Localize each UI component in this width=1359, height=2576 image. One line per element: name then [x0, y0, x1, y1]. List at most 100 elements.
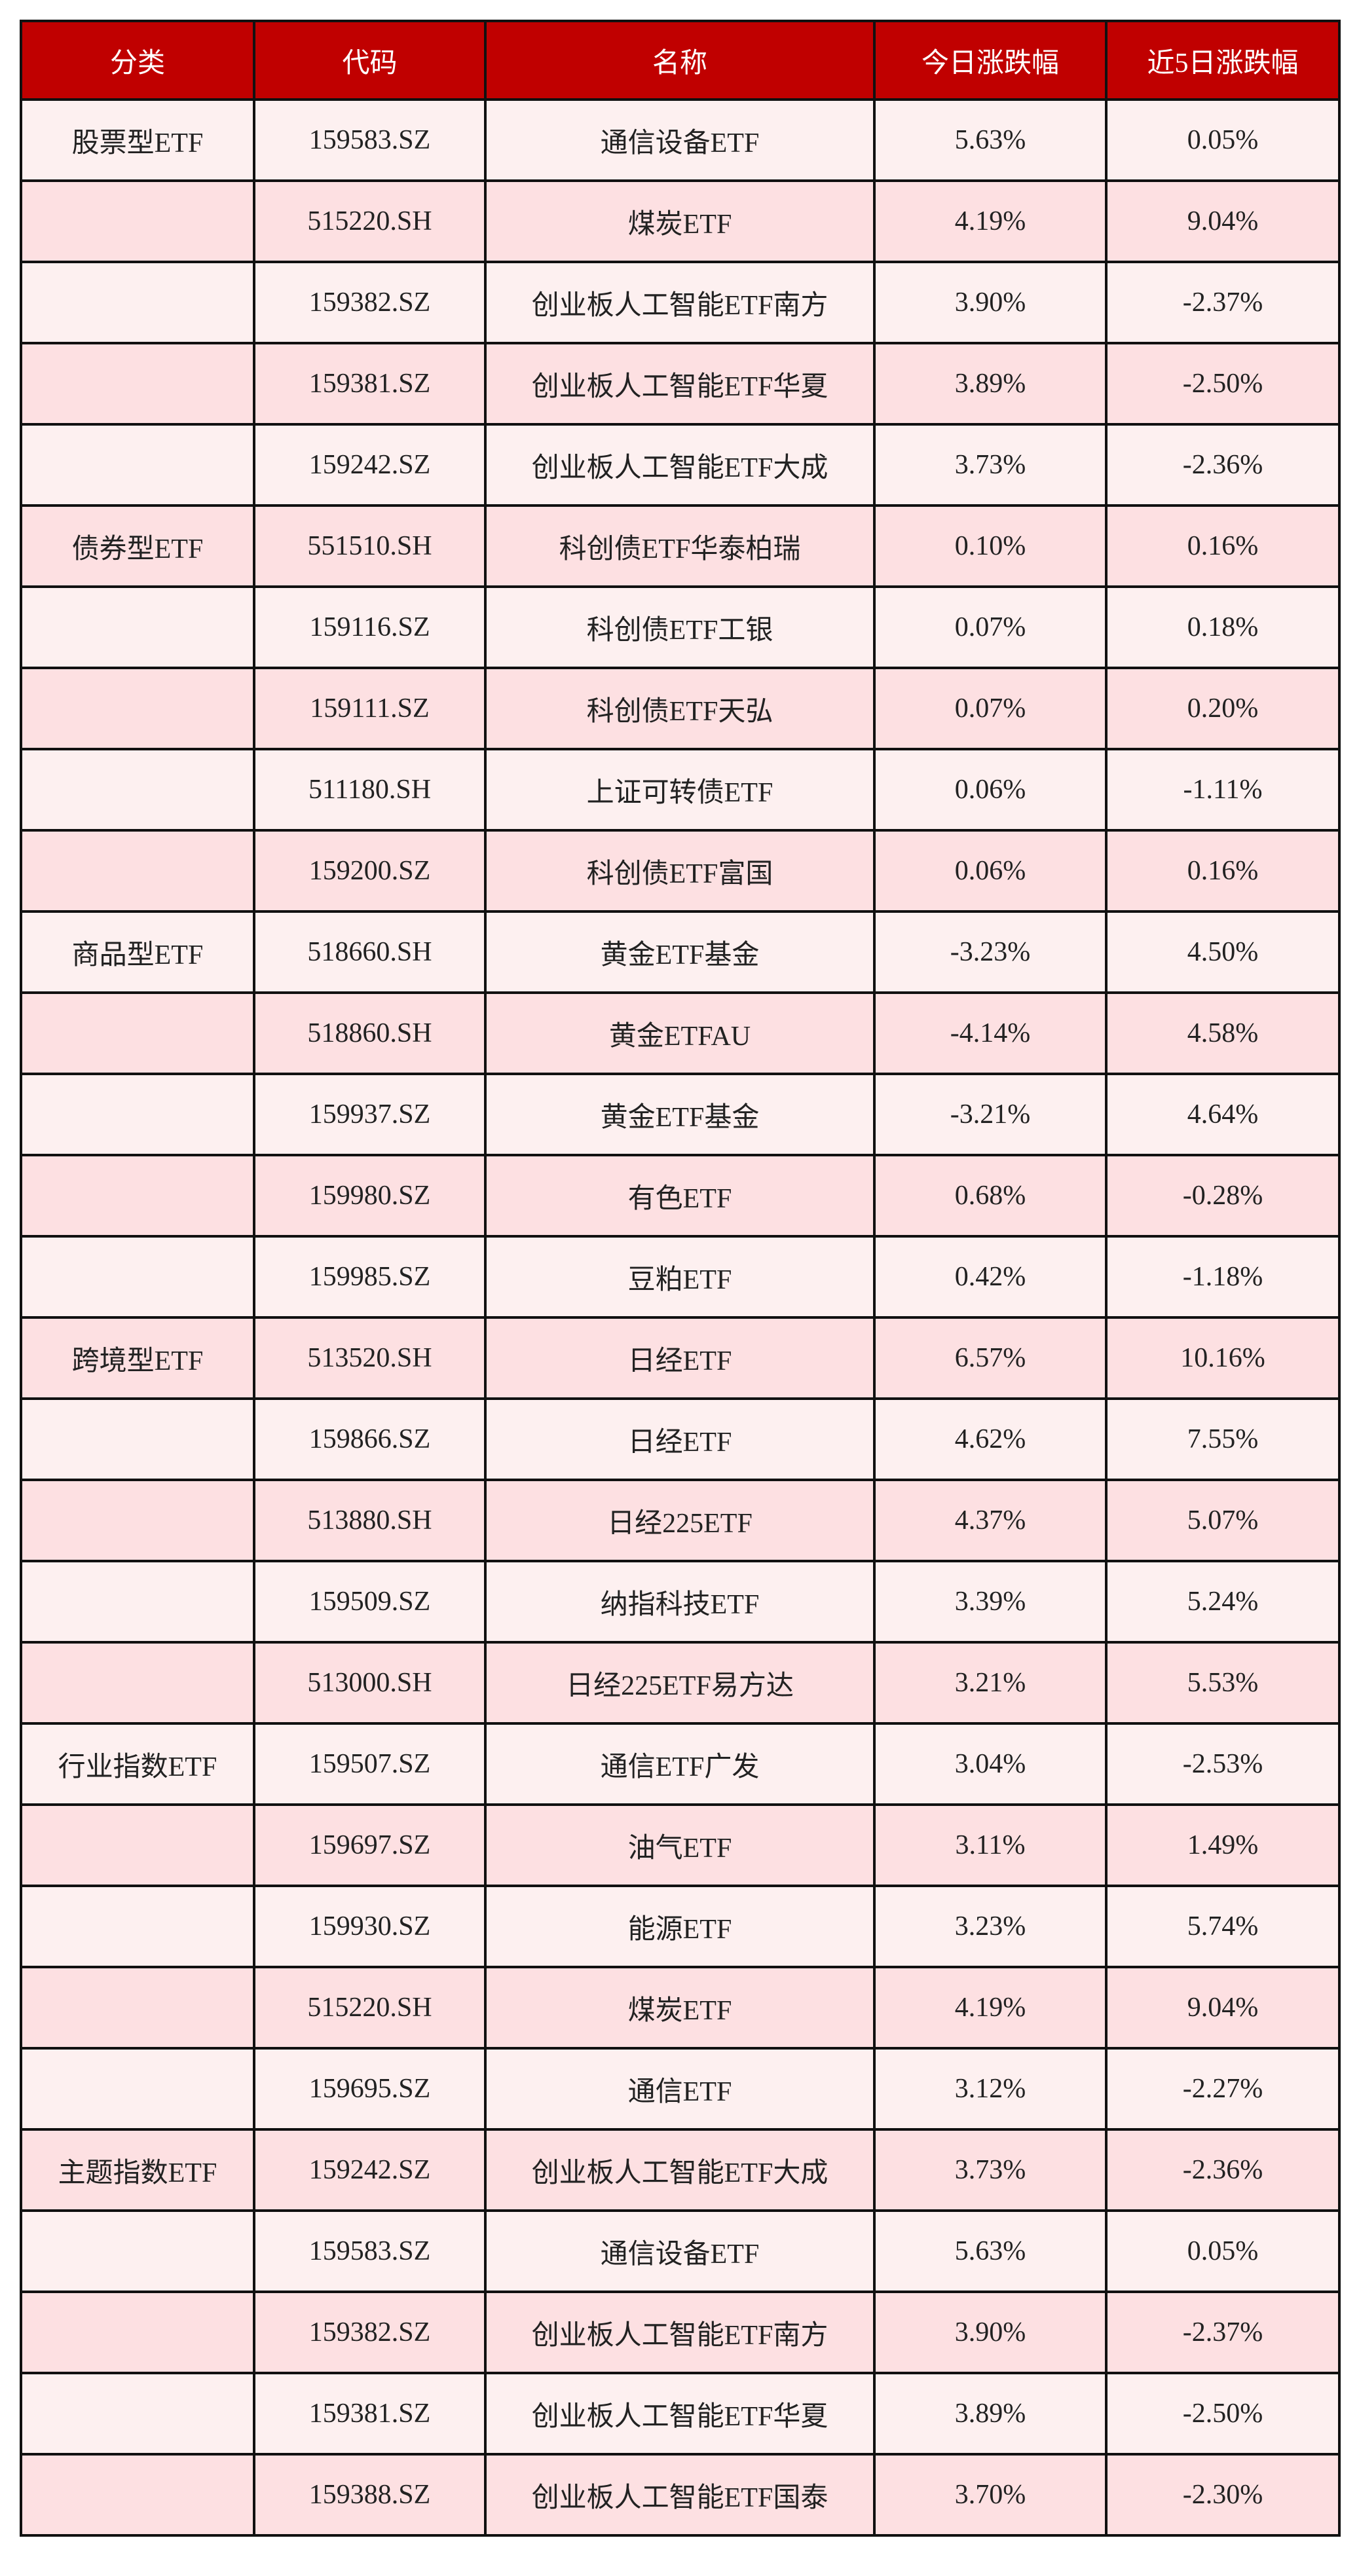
table-row: 518860.SH 黄金ETFAU -4.14% 4.58%	[20, 991, 1341, 1075]
cell-code: 159382.SZ	[253, 261, 487, 344]
table-row: 159200.SZ 科创债ETF富国 0.06% 0.16%	[20, 829, 1341, 913]
cell-today-change: 3.11%	[873, 1803, 1108, 1887]
cell-code: 511180.SH	[253, 748, 487, 832]
cell-name: 通信设备ETF	[484, 98, 876, 182]
cell-today-change: 4.19%	[873, 179, 1108, 263]
cell-name: 日经225ETF易方达	[484, 1641, 876, 1725]
table-row: 159930.SZ 能源ETF 3.23% 5.74%	[20, 1885, 1341, 1968]
cell-5day-change: 4.58%	[1105, 991, 1341, 1075]
cell-name: 科创债ETF天弘	[484, 667, 876, 750]
cell-category	[20, 991, 255, 1075]
cell-5day-change: 4.64%	[1105, 1073, 1341, 1156]
cell-today-change: 3.23%	[873, 1885, 1108, 1968]
cell-code: 513000.SH	[253, 1641, 487, 1725]
cell-5day-change: 5.24%	[1105, 1560, 1341, 1644]
cell-5day-change: -2.53%	[1105, 1722, 1341, 1806]
cell-today-change: -3.23%	[873, 910, 1108, 994]
cell-category	[20, 2372, 255, 2456]
cell-today-change: 0.06%	[873, 829, 1108, 913]
cell-today-change: 4.19%	[873, 1966, 1108, 2050]
cell-today-change: 5.63%	[873, 98, 1108, 182]
cell-category	[20, 1479, 255, 1562]
table-row: 159509.SZ 纳指科技ETF 3.39% 5.24%	[20, 1560, 1341, 1644]
header-name: 名称	[484, 20, 876, 101]
cell-name: 科创债ETF富国	[484, 829, 876, 913]
cell-category	[20, 2453, 255, 2537]
cell-category: 商品型ETF	[20, 910, 255, 994]
cell-today-change: 3.04%	[873, 1722, 1108, 1806]
cell-name: 创业板人工智能ETF国泰	[484, 2453, 876, 2537]
cell-name: 纳指科技ETF	[484, 1560, 876, 1644]
header-today-change: 今日涨跌幅	[873, 20, 1108, 101]
table-row: 主题指数ETF 159242.SZ 创业板人工智能ETF大成 3.73% -2.36%	[20, 2128, 1341, 2212]
cell-today-change: 4.62%	[873, 1397, 1108, 1481]
table-row: 159695.SZ 通信ETF 3.12% -2.27%	[20, 2047, 1341, 2131]
cell-code: 159242.SZ	[253, 2128, 487, 2212]
cell-name: 煤炭ETF	[484, 179, 876, 263]
cell-category	[20, 1641, 255, 1725]
cell-today-change: 3.39%	[873, 1560, 1108, 1644]
table-row: 债券型ETF 551510.SH 科创债ETF华泰柏瑞 0.10% 0.16%	[20, 504, 1341, 588]
cell-code: 515220.SH	[253, 179, 487, 263]
table-row: 159382.SZ 创业板人工智能ETF南方 3.90% -2.37%	[20, 261, 1341, 344]
table-row: 行业指数ETF 159507.SZ 通信ETF广发 3.04% -2.53%	[20, 1722, 1341, 1806]
cell-code: 159583.SZ	[253, 98, 487, 182]
cell-name: 创业板人工智能ETF大成	[484, 2128, 876, 2212]
table-row: 159116.SZ 科创债ETF工银 0.07% 0.18%	[20, 585, 1341, 669]
cell-name: 创业板人工智能ETF华夏	[484, 2372, 876, 2456]
cell-today-change: 0.07%	[873, 585, 1108, 669]
cell-5day-change: 0.05%	[1105, 2209, 1341, 2293]
cell-code: 159980.SZ	[253, 1154, 487, 1238]
cell-category: 债券型ETF	[20, 504, 255, 588]
table-row: 跨境型ETF 513520.SH 日经ETF 6.57% 10.16%	[20, 1316, 1341, 1400]
cell-5day-change: -2.50%	[1105, 2372, 1341, 2456]
table-row: 159111.SZ 科创债ETF天弘 0.07% 0.20%	[20, 667, 1341, 750]
cell-today-change: 5.63%	[873, 2209, 1108, 2293]
cell-5day-change: -2.37%	[1105, 261, 1341, 344]
header-category: 分类	[20, 20, 255, 101]
cell-name: 创业板人工智能ETF南方	[484, 2291, 876, 2374]
cell-5day-change: -2.50%	[1105, 342, 1341, 426]
cell-category	[20, 179, 255, 263]
table-row: 511180.SH 上证可转债ETF 0.06% -1.11%	[20, 748, 1341, 832]
cell-category	[20, 667, 255, 750]
cell-category	[20, 585, 255, 669]
cell-5day-change: -2.27%	[1105, 2047, 1341, 2131]
cell-today-change: 3.89%	[873, 2372, 1108, 2456]
cell-today-change: 0.06%	[873, 748, 1108, 832]
cell-name: 黄金ETF基金	[484, 910, 876, 994]
cell-5day-change: 9.04%	[1105, 1966, 1341, 2050]
cell-name: 豆粕ETF	[484, 1235, 876, 1319]
table-row: 商品型ETF 518660.SH 黄金ETF基金 -3.23% 4.50%	[20, 910, 1341, 994]
cell-today-change: 3.70%	[873, 2453, 1108, 2537]
cell-5day-change: 1.49%	[1105, 1803, 1341, 1887]
cell-name: 创业板人工智能ETF南方	[484, 261, 876, 344]
cell-name: 创业板人工智能ETF华夏	[484, 342, 876, 426]
cell-name: 上证可转债ETF	[484, 748, 876, 832]
cell-name: 通信ETF广发	[484, 1722, 876, 1806]
cell-category	[20, 1235, 255, 1319]
cell-5day-change: 0.18%	[1105, 585, 1341, 669]
cell-today-change: -4.14%	[873, 991, 1108, 1075]
cell-category	[20, 829, 255, 913]
cell-today-change: 3.21%	[873, 1641, 1108, 1725]
table-row: 159381.SZ 创业板人工智能ETF华夏 3.89% -2.50%	[20, 342, 1341, 426]
table-row: 159697.SZ 油气ETF 3.11% 1.49%	[20, 1803, 1341, 1887]
cell-5day-change: -1.11%	[1105, 748, 1341, 832]
cell-today-change: 0.42%	[873, 1235, 1108, 1319]
cell-today-change: 3.73%	[873, 2128, 1108, 2212]
cell-name: 科创债ETF华泰柏瑞	[484, 504, 876, 588]
cell-name: 油气ETF	[484, 1803, 876, 1887]
table-row: 159381.SZ 创业板人工智能ETF华夏 3.89% -2.50%	[20, 2372, 1341, 2456]
table-row: 159388.SZ 创业板人工智能ETF国泰 3.70% -2.30%	[20, 2453, 1341, 2537]
cell-code: 159937.SZ	[253, 1073, 487, 1156]
cell-today-change: 3.90%	[873, 2291, 1108, 2374]
cell-5day-change: -2.37%	[1105, 2291, 1341, 2374]
cell-5day-change: 5.53%	[1105, 1641, 1341, 1725]
cell-today-change: 3.73%	[873, 423, 1108, 507]
cell-today-change: 0.68%	[873, 1154, 1108, 1238]
cell-5day-change: 4.50%	[1105, 910, 1341, 994]
table-row: 159382.SZ 创业板人工智能ETF南方 3.90% -2.37%	[20, 2291, 1341, 2374]
table-row: 515220.SH 煤炭ETF 4.19% 9.04%	[20, 179, 1341, 263]
cell-category	[20, 2291, 255, 2374]
